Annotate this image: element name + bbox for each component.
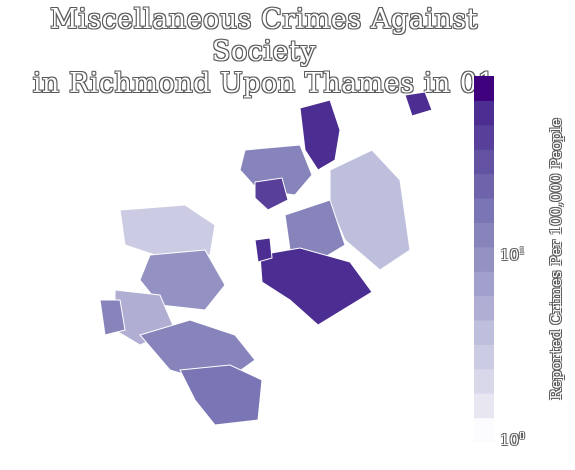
colorbar-cell (474, 124, 494, 150)
colorbar-tick-10-1: 101 (500, 246, 525, 264)
map-region-east-large (329, 149, 411, 271)
colorbar-tick-10-0: 100 (500, 431, 525, 449)
colorbar-cell (474, 344, 494, 370)
colorbar-cell (474, 222, 494, 248)
colorbar-cell (474, 246, 494, 272)
map-region-west-mid (139, 249, 226, 311)
map-region-top-right-small (404, 91, 433, 117)
colorbar-cell (474, 149, 494, 175)
colorbar-cell (474, 295, 494, 321)
colorbar-cell (474, 393, 494, 419)
colorbar-cell (474, 173, 494, 199)
map-region-west-pale (119, 204, 216, 261)
colorbar-cell (474, 76, 494, 101)
map-region-far-west (99, 299, 126, 336)
colorbar-cell (474, 320, 494, 345)
colorbar-label: Reported Crimes Per 100,000 People (547, 118, 565, 400)
colorbar-cell (474, 368, 494, 394)
colorbar-cell (474, 198, 494, 223)
colorbar-cell (474, 417, 494, 442)
map-region-kew-north (254, 177, 289, 211)
map-region-east-mid (284, 199, 346, 261)
colorbar-cell (474, 271, 494, 297)
map-region-south-tip (179, 364, 263, 426)
map-region-north-east-wards (299, 99, 341, 171)
map-region-central-dark-small (254, 237, 273, 263)
title-line-1: Miscellaneous Crimes Against Society (50, 4, 478, 67)
map-region-south-east-dark (259, 247, 373, 326)
colorbar (474, 76, 494, 442)
colorbar-cell (474, 100, 494, 126)
